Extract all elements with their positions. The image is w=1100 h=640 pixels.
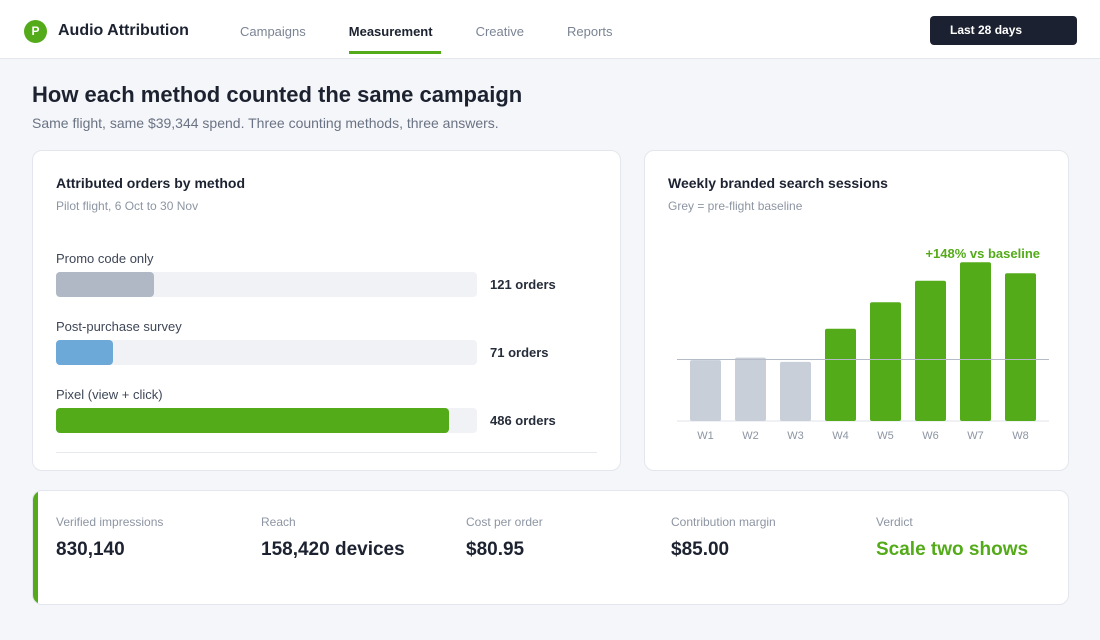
stat-contribution-margin-label: Contribution margin xyxy=(671,515,776,529)
top-bar: P Audio Attribution Campaigns Measuremen… xyxy=(0,0,1100,59)
stat-cost-per-order: Cost per order $80.95 xyxy=(466,515,543,561)
chart-tick-label: W4 xyxy=(832,430,849,442)
stat-verdict-label: Verdict xyxy=(876,515,913,529)
chart-bar-w5 xyxy=(870,302,901,421)
method-label-promo: Promo code only xyxy=(56,251,154,266)
method-bar-survey xyxy=(56,340,113,365)
chart-bar-w8 xyxy=(1005,273,1036,421)
page-title: How each method counted the same campaig… xyxy=(32,82,523,107)
chart-annotation: +148% vs baseline xyxy=(925,246,1040,261)
methods-card-subtitle: Pilot flight, 6 Oct to 30 Nov xyxy=(56,199,199,213)
page-subtitle: Same flight, same $39,344 spend. Three c… xyxy=(32,115,499,131)
methods-card: Attributed orders by method Pilot flight… xyxy=(32,150,621,471)
chart-tick-label: W5 xyxy=(877,430,894,442)
method-bar-pixel xyxy=(56,408,449,433)
chart-tick-label: W7 xyxy=(967,430,984,442)
branded-search-chart: W1 W2 W3 W4 W5 W6 W7 W8 +148% vs baseline xyxy=(677,246,1049,442)
tab-reports[interactable]: Reports xyxy=(567,24,613,39)
tab-campaigns[interactable]: Campaigns xyxy=(240,24,306,39)
stat-cost-per-order-label: Cost per order xyxy=(466,515,543,529)
methods-divider xyxy=(56,452,597,453)
stat-reach-label: Reach xyxy=(261,515,296,529)
chart-tick-label: W1 xyxy=(697,430,714,442)
method-label-survey: Post-purchase survey xyxy=(56,319,182,334)
stat-contribution-margin: Contribution margin $85.00 xyxy=(671,515,776,561)
chart-bar-w2 xyxy=(735,357,766,421)
method-bar-promo xyxy=(56,272,154,297)
stat-cost-per-order-value: $80.95 xyxy=(466,539,525,560)
stat-impressions-label: Verified impressions xyxy=(56,515,164,529)
method-label-pixel: Pixel (view + click) xyxy=(56,387,163,402)
summary-card: Verified impressions 830,140 Reach 158,4… xyxy=(32,490,1069,605)
method-value-promo: 121 orders xyxy=(490,277,556,292)
stat-verdict-value: Scale two shows xyxy=(876,539,1029,560)
app-logo-icon[interactable]: P xyxy=(24,20,47,43)
summary-accent-bar xyxy=(33,491,38,604)
chart-bar-w6 xyxy=(915,280,946,421)
search-card: Weekly branded search sessions Grey = pr… xyxy=(644,150,1069,471)
methods-card-title: Attributed orders by method xyxy=(56,175,246,191)
stat-reach-value: 158,420 devices xyxy=(261,539,405,560)
stat-reach: Reach 158,420 devices xyxy=(261,515,405,561)
tab-creative[interactable]: Creative xyxy=(475,24,524,39)
chart-bar-w4 xyxy=(825,328,856,421)
chart-bar-w7 xyxy=(960,262,991,421)
chart-tick-label: W3 xyxy=(787,430,804,442)
method-track-survey xyxy=(56,340,477,365)
search-card-subtitle: Grey = pre-flight baseline xyxy=(668,199,803,213)
method-value-pixel: 486 orders xyxy=(490,413,556,428)
method-track-pixel xyxy=(56,408,477,433)
search-card-title: Weekly branded search sessions xyxy=(668,175,888,191)
date-range-button[interactable]: Last 28 days xyxy=(930,16,1077,45)
method-value-survey: 71 orders xyxy=(490,345,549,360)
stat-impressions-value: 830,140 xyxy=(56,539,125,560)
chart-tick-label: W8 xyxy=(1012,430,1029,442)
method-track-promo xyxy=(56,272,477,297)
stat-impressions: Verified impressions 830,140 xyxy=(56,515,163,561)
chart-bar-w3 xyxy=(780,361,811,421)
chart-bar-w1 xyxy=(690,360,721,421)
chart-tick-label: W2 xyxy=(742,430,759,442)
tab-measurement[interactable]: Measurement xyxy=(348,0,441,58)
app-title: Audio Attribution xyxy=(58,22,189,39)
stat-contribution-margin-value: $85.00 xyxy=(671,539,730,560)
main-nav: Campaigns Measurement Creative Reports xyxy=(240,0,656,58)
chart-tick-label: W6 xyxy=(922,430,939,442)
stat-verdict: Verdict Scale two shows xyxy=(876,515,1028,561)
